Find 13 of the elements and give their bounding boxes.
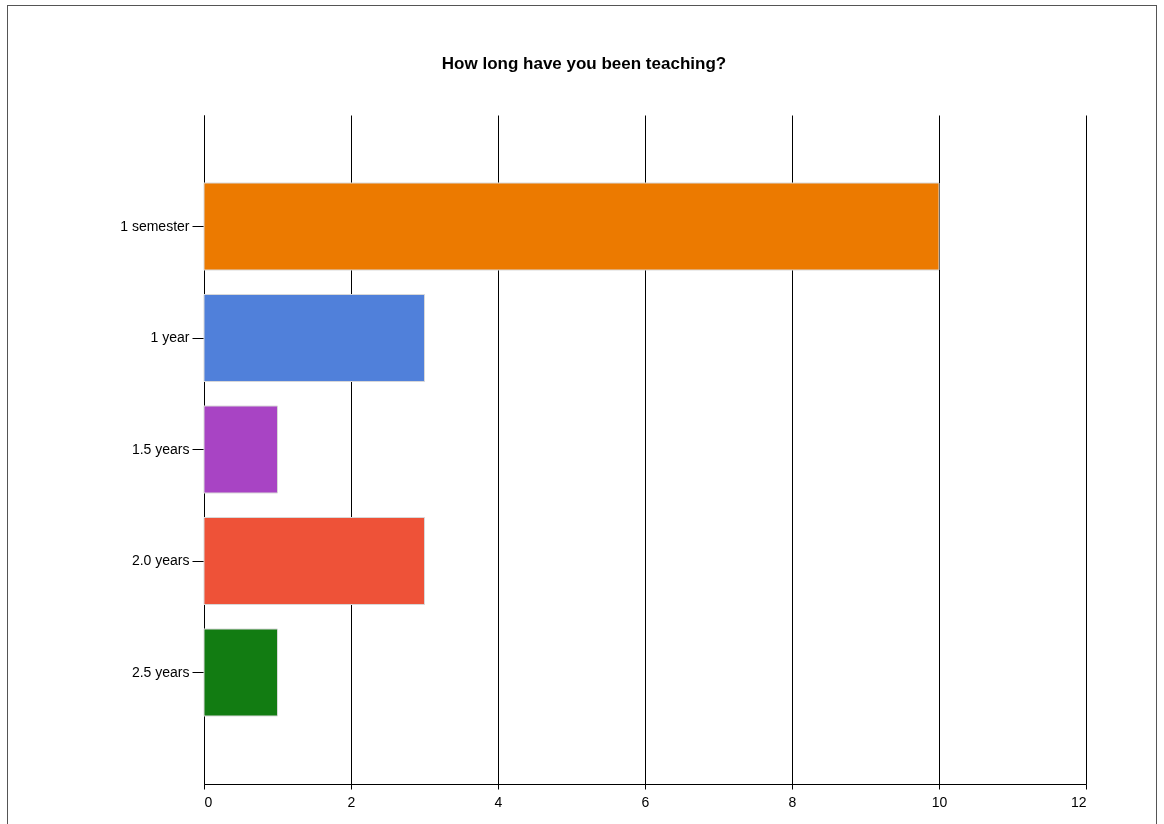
x-tick-label: 4 (494, 793, 503, 810)
chart-title: How long have you been teaching? (441, 54, 727, 73)
y-tick-label: 2.0 years (131, 552, 190, 568)
x-tick-label: 0 (204, 793, 213, 810)
x-tick-label: 6 (641, 793, 650, 810)
y-tick-label: 1 year (150, 329, 190, 345)
y-tick-label: 1.5 years (131, 440, 190, 457)
x-tick-label: 12 (1070, 793, 1087, 810)
y-tick-label: 2.5 years (131, 663, 190, 680)
x-tick-label: 10 (931, 793, 948, 810)
x-tick-label: 8 (788, 793, 797, 810)
y-tick-label: 1 semester (120, 217, 190, 234)
x-tick-label: 2 (347, 793, 356, 810)
